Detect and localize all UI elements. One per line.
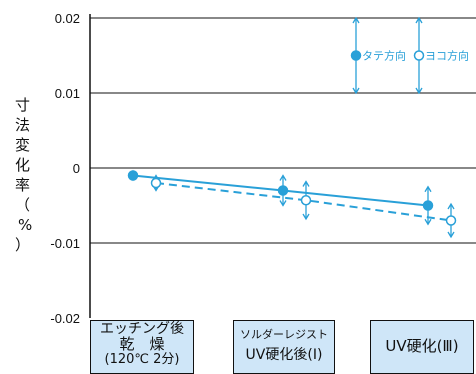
- data-point: [127, 170, 139, 181]
- y-axis-label-char: 寸: [15, 96, 30, 114]
- error-bar-arrow-up: [352, 16, 360, 24]
- y-axis-label-char: （: [15, 196, 30, 214]
- category-label-line: ソルダーレジスト: [240, 328, 328, 341]
- category-label-line: UV硬化後(Ⅰ): [245, 347, 323, 363]
- y-tick-label: 0.01: [55, 86, 80, 101]
- category-label-line: (120℃ 2分): [104, 352, 180, 367]
- legend-label-tate: タテ方向: [362, 49, 406, 63]
- category-label-line: UV硬化(Ⅲ): [385, 337, 459, 355]
- y-tick-label: -0.02: [50, 311, 80, 326]
- legend-marker-open: [413, 50, 425, 61]
- error-bar-arrow-up: [279, 174, 287, 181]
- y-axis-label-char: 変: [15, 136, 30, 154]
- legend: タテ方向 ヨコ方向: [350, 16, 469, 95]
- y-axis-label-char: 法: [15, 116, 30, 134]
- y-tick-label: 0.02: [55, 11, 80, 26]
- grid-lines: [90, 17, 476, 244]
- category-box: エッチング後乾 燥 (120℃ 2分): [90, 320, 194, 374]
- data-point: [277, 185, 289, 196]
- y-axis-label: 寸法変化率 （% ）: [15, 96, 32, 254]
- data-point: [300, 195, 312, 206]
- data-point: [422, 200, 434, 211]
- error-bar-arrow-down: [447, 231, 455, 239]
- error-bar-arrow-up: [447, 202, 455, 210]
- y-axis-label-char: 率: [15, 176, 30, 194]
- y-tick-label: 0: [73, 161, 80, 176]
- legend-marker-filled: [350, 50, 362, 61]
- error-bar-arrow-down: [279, 200, 287, 207]
- y-axis-label-char: ）: [15, 236, 30, 254]
- error-bar-arrow-down: [352, 87, 360, 95]
- y-axis-label-char: %: [18, 216, 32, 234]
- error-bar-arrow-up: [415, 16, 423, 24]
- y-axis-label-char: 化: [15, 156, 30, 174]
- category-box: ソルダーレジスト UV硬化後(Ⅰ): [233, 320, 335, 374]
- category-box: UV硬化(Ⅲ): [370, 320, 474, 374]
- category-label-line: エッチング後: [100, 321, 184, 337]
- error-bar-arrow-down: [424, 218, 432, 226]
- series-2: [150, 174, 457, 239]
- y-tick-labels: 0.02 0.01 0 -0.01 -0.02: [50, 11, 80, 326]
- error-bar-arrow-down: [302, 213, 310, 221]
- series-1: [127, 169, 434, 226]
- category-label-line: 乾 燥: [119, 335, 165, 353]
- error-bar-arrow-up: [424, 185, 432, 193]
- error-bar-arrow-up: [302, 180, 310, 187]
- data-point: [445, 215, 457, 226]
- data-point: [150, 177, 162, 189]
- legend-label-yoko: ヨコ方向: [425, 49, 469, 63]
- error-bar-arrow-down: [415, 87, 423, 95]
- y-tick-label: -0.01: [50, 236, 80, 251]
- series-group: [127, 169, 457, 239]
